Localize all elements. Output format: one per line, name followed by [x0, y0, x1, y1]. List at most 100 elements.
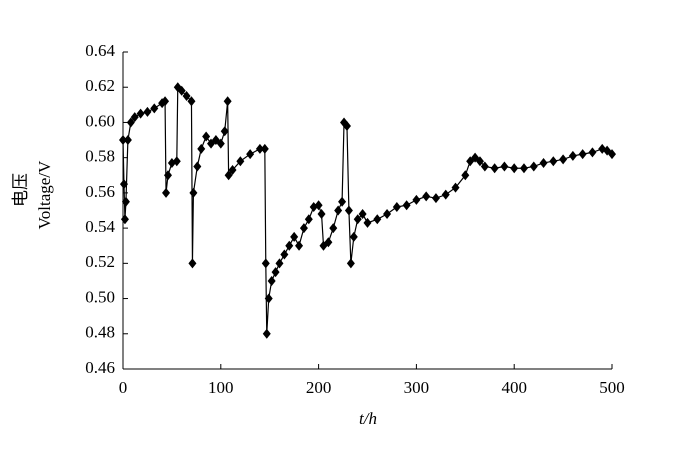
- marker: [126, 117, 135, 128]
- x-tick-label: 0: [119, 378, 128, 397]
- line: [122, 85, 613, 334]
- marker: [119, 135, 127, 146]
- marker: [136, 108, 145, 119]
- marker: [177, 85, 186, 96]
- marker: [324, 237, 333, 248]
- marker: [451, 182, 460, 193]
- marker: [304, 214, 313, 225]
- y-tick-label: 0.62: [85, 76, 115, 95]
- y-tick-label: 0.50: [85, 287, 115, 306]
- marker: [197, 143, 206, 154]
- marker: [123, 135, 132, 146]
- marker: [559, 154, 568, 165]
- marker: [220, 126, 229, 137]
- marker: [188, 258, 197, 269]
- marker: [338, 196, 347, 207]
- marker: [317, 209, 326, 220]
- marker: [383, 209, 392, 220]
- y-axis-label-cn: 电压: [11, 173, 30, 207]
- marker: [519, 163, 528, 174]
- y-tick-label: 0.48: [85, 323, 115, 342]
- marker: [182, 91, 191, 102]
- marker: [121, 196, 130, 207]
- marker: [224, 170, 233, 181]
- marker: [299, 223, 308, 234]
- marker: [120, 214, 129, 225]
- marker: [344, 205, 353, 216]
- marker: [295, 240, 304, 251]
- marker: [441, 189, 450, 200]
- marker: [255, 143, 264, 154]
- marker: [431, 193, 440, 204]
- y-tick-label: 0.60: [85, 111, 115, 130]
- x-axis-label: t/h: [359, 409, 377, 428]
- marker: [262, 328, 271, 339]
- x-tick-label: 300: [404, 378, 430, 397]
- marker: [189, 187, 198, 198]
- marker: [275, 258, 284, 269]
- marker: [280, 249, 289, 260]
- marker: [608, 149, 616, 160]
- marker: [228, 164, 237, 175]
- marker: [578, 149, 587, 160]
- marker: [161, 96, 170, 107]
- marker: [193, 161, 202, 172]
- marker: [119, 179, 128, 190]
- marker: [267, 275, 276, 286]
- y-axis-label: Voltage/V: [35, 160, 54, 229]
- marker: [373, 214, 382, 225]
- marker: [549, 156, 558, 167]
- marker: [216, 138, 225, 149]
- marker: [500, 161, 509, 172]
- marker: [392, 201, 401, 212]
- marker: [223, 96, 232, 107]
- y-tick-label: 0.58: [85, 147, 115, 166]
- marker: [480, 161, 489, 172]
- y-tick-label: 0.54: [85, 217, 115, 236]
- marker: [363, 217, 372, 228]
- marker: [260, 143, 269, 154]
- marker: [353, 214, 362, 225]
- marker: [568, 150, 577, 161]
- marker: [264, 293, 273, 304]
- marker: [314, 200, 323, 211]
- y-tick-label: 0.52: [85, 252, 115, 271]
- x-tick-label: 200: [306, 378, 332, 397]
- marker: [162, 187, 171, 198]
- marker: [490, 163, 499, 174]
- marker: [202, 131, 211, 142]
- marker: [461, 170, 470, 181]
- marker: [588, 147, 597, 158]
- marker: [334, 205, 343, 216]
- marker: [143, 106, 152, 117]
- marker: [187, 96, 196, 107]
- marker: [510, 163, 519, 174]
- marker: [402, 200, 411, 211]
- x-tick-label: 500: [599, 378, 625, 397]
- marker: [271, 267, 280, 278]
- marker: [246, 149, 255, 160]
- marker: [150, 103, 159, 114]
- y-tick-label: 0.56: [85, 182, 115, 201]
- marker: [342, 120, 351, 131]
- marker: [130, 112, 139, 123]
- marker: [236, 156, 245, 167]
- marker: [475, 156, 484, 167]
- marker: [172, 156, 181, 167]
- marker: [422, 191, 431, 202]
- marker: [285, 240, 294, 251]
- y-tick-label: 0.64: [85, 41, 115, 60]
- x-tick-label: 100: [208, 378, 234, 397]
- marker: [358, 209, 367, 220]
- marker: [261, 258, 270, 269]
- marker: [539, 157, 548, 168]
- marker: [329, 223, 338, 234]
- marker: [349, 231, 358, 242]
- marker: [412, 194, 421, 205]
- marker: [529, 161, 538, 172]
- marker: [290, 231, 299, 242]
- marker: [346, 258, 355, 269]
- marker: [163, 170, 172, 181]
